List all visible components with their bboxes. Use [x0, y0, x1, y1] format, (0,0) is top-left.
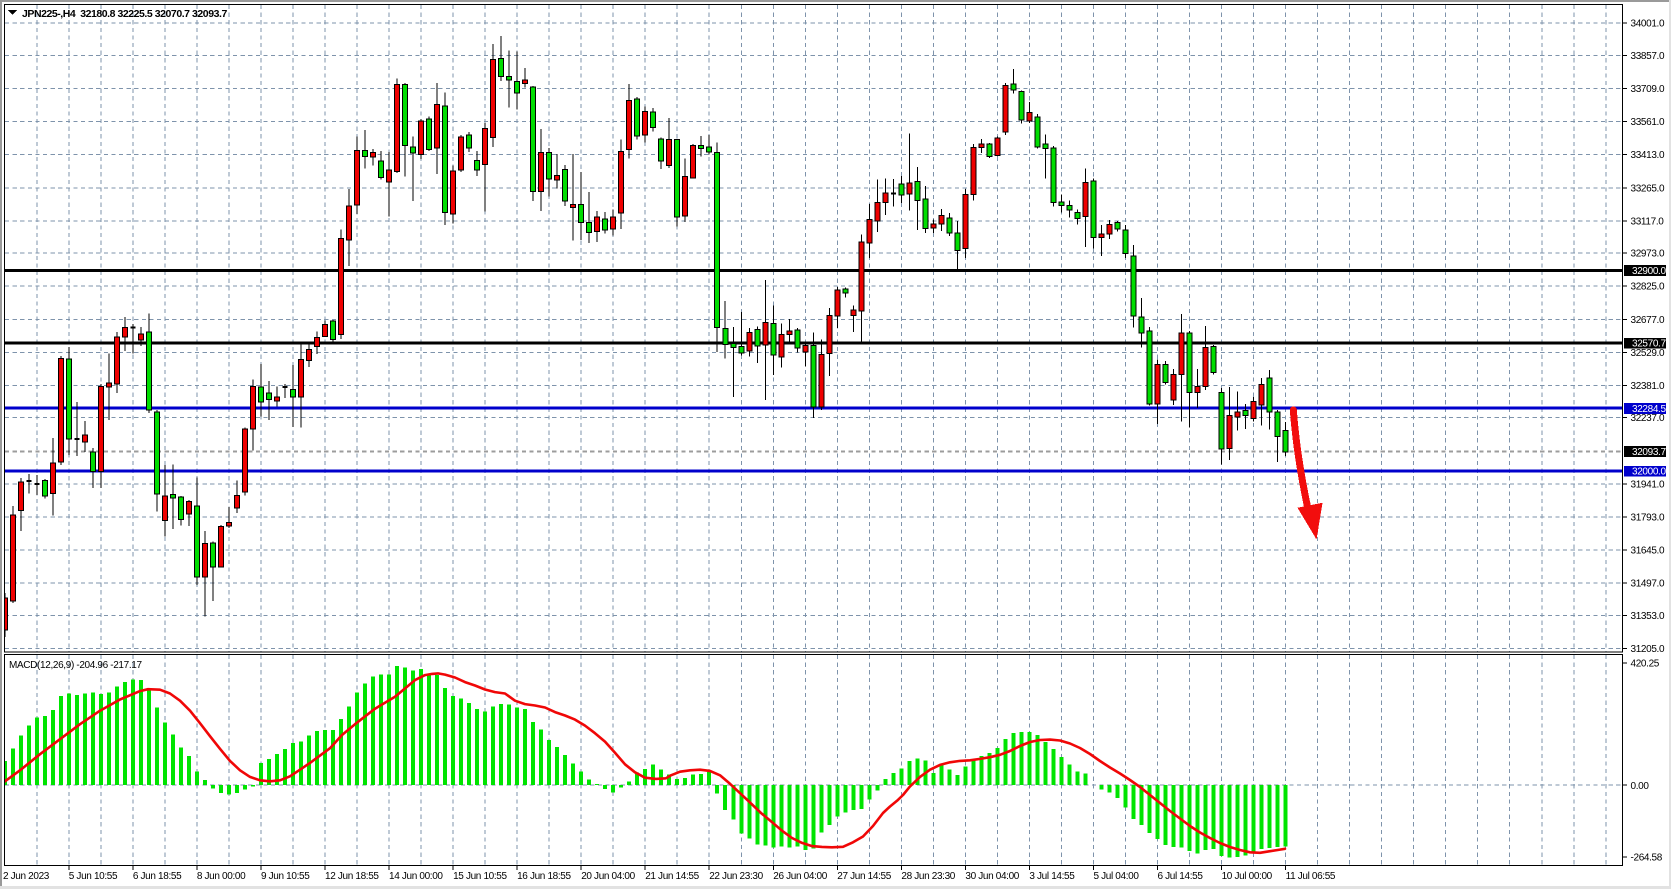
svg-text:32000.0: 32000.0	[1632, 467, 1666, 478]
svg-text:11 Jul 06:55: 11 Jul 06:55	[1286, 871, 1336, 882]
svg-text:JPN225-,H4 32180.8 32225.5 32: JPN225-,H4 32180.8 32225.5 32070.7 32093…	[22, 8, 227, 20]
svg-text:2 Jun 2023: 2 Jun 2023	[3, 871, 50, 882]
svg-text:20 Jun 04:00: 20 Jun 04:00	[581, 871, 635, 882]
svg-text:33413.0: 33413.0	[1631, 150, 1665, 161]
svg-text:14 Jun 00:00: 14 Jun 00:00	[389, 871, 443, 882]
svg-text:34001.0: 34001.0	[1631, 19, 1665, 30]
svg-text:31497.0: 31497.0	[1631, 579, 1665, 590]
svg-text:32973.0: 32973.0	[1631, 249, 1665, 260]
svg-text:15 Jun 10:55: 15 Jun 10:55	[453, 871, 507, 882]
svg-text:33857.0: 33857.0	[1631, 51, 1665, 62]
svg-text:32570.7: 32570.7	[1632, 339, 1666, 350]
svg-text:6 Jul 14:55: 6 Jul 14:55	[1158, 871, 1204, 882]
svg-text:0.00: 0.00	[1631, 781, 1650, 792]
svg-text:420.25: 420.25	[1631, 659, 1660, 670]
svg-text:32237.0: 32237.0	[1631, 413, 1665, 424]
svg-text:32284.5: 32284.5	[1632, 404, 1666, 415]
svg-text:31205.0: 31205.0	[1631, 644, 1665, 655]
svg-text:33709.0: 33709.0	[1631, 84, 1665, 95]
svg-text:33561.0: 33561.0	[1631, 117, 1665, 128]
svg-text:28 Jun 23:30: 28 Jun 23:30	[901, 871, 955, 882]
svg-text:6 Jun 18:55: 6 Jun 18:55	[133, 871, 182, 882]
svg-text:MACD(12,26,9) -204.96 -217.17: MACD(12,26,9) -204.96 -217.17	[9, 660, 142, 671]
svg-text:5 Jul 04:00: 5 Jul 04:00	[1094, 871, 1140, 882]
svg-text:5 Jun 10:55: 5 Jun 10:55	[69, 871, 118, 882]
svg-text:30 Jun 04:00: 30 Jun 04:00	[965, 871, 1019, 882]
svg-text:27 Jun 14:55: 27 Jun 14:55	[837, 871, 891, 882]
svg-text:33265.0: 33265.0	[1631, 183, 1665, 194]
svg-text:10 Jul 00:00: 10 Jul 00:00	[1222, 871, 1273, 882]
svg-text:3 Jul 14:55: 3 Jul 14:55	[1029, 871, 1075, 882]
svg-text:31353.0: 31353.0	[1631, 611, 1665, 622]
svg-text:22 Jun 23:30: 22 Jun 23:30	[709, 871, 763, 882]
svg-text:32900.0: 32900.0	[1632, 266, 1666, 277]
svg-text:32381.0: 32381.0	[1631, 381, 1665, 392]
svg-text:26 Jun 04:00: 26 Jun 04:00	[773, 871, 827, 882]
svg-text:32825.0: 32825.0	[1631, 282, 1665, 293]
svg-text:8 Jun 00:00: 8 Jun 00:00	[197, 871, 246, 882]
svg-text:21 Jun 14:55: 21 Jun 14:55	[645, 871, 699, 882]
svg-text:31941.0: 31941.0	[1631, 479, 1665, 490]
svg-text:31793.0: 31793.0	[1631, 513, 1665, 524]
svg-text:12 Jun 18:55: 12 Jun 18:55	[325, 871, 379, 882]
svg-text:31645.0: 31645.0	[1631, 546, 1665, 557]
svg-text:16 Jun 18:55: 16 Jun 18:55	[517, 871, 571, 882]
svg-text:-264.58: -264.58	[1631, 853, 1663, 864]
svg-text:32677.0: 32677.0	[1631, 315, 1665, 326]
svg-text:32093.7: 32093.7	[1632, 447, 1666, 458]
svg-text:9 Jun 10:55: 9 Jun 10:55	[261, 871, 310, 882]
svg-text:33117.0: 33117.0	[1631, 216, 1665, 227]
